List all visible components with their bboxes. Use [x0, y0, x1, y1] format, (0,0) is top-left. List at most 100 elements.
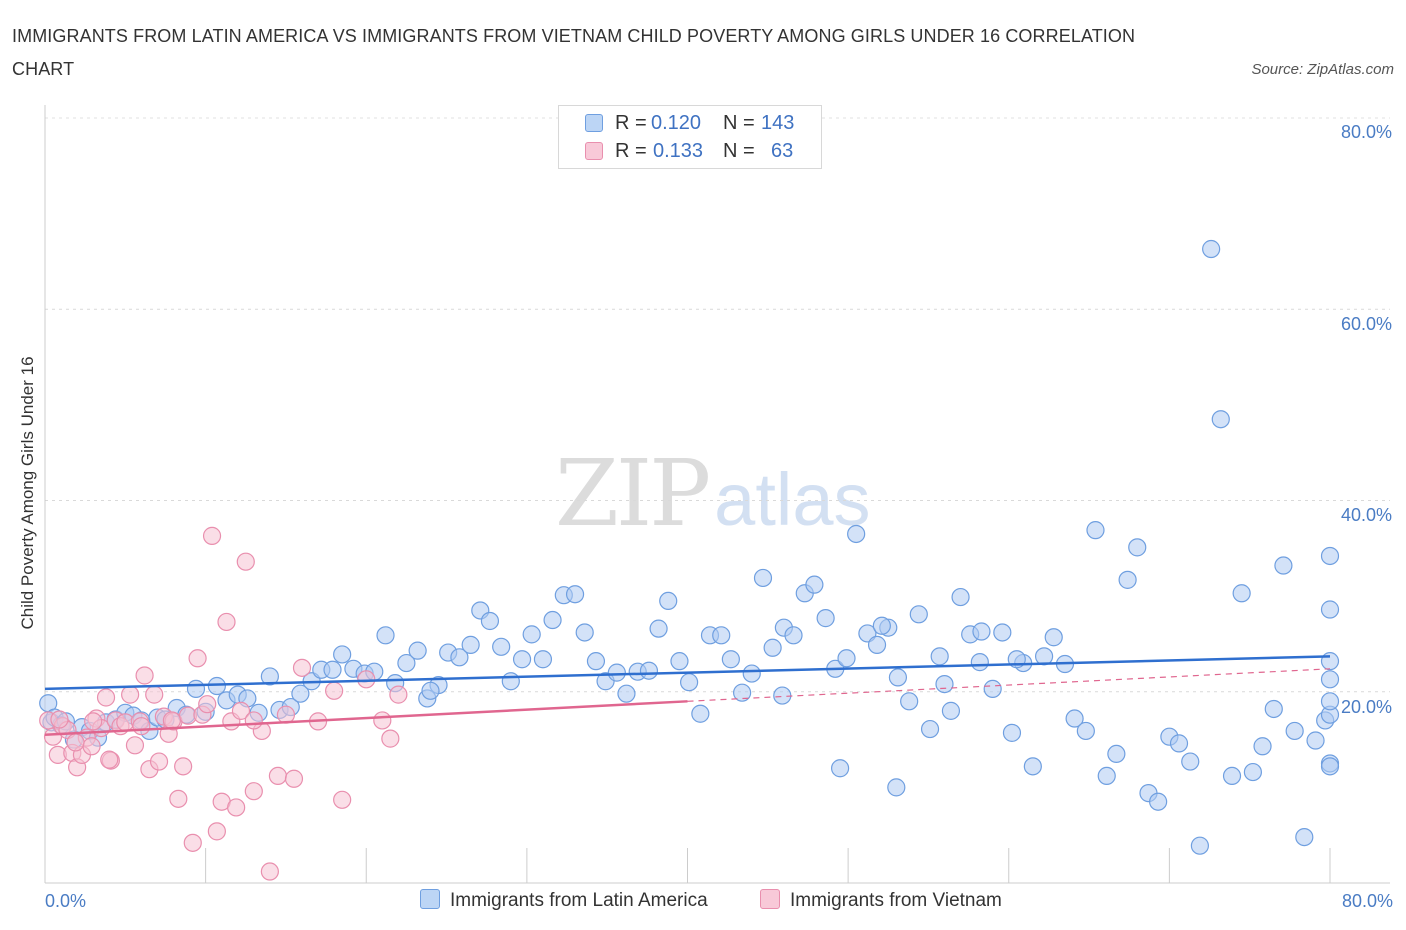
data-point [260, 862, 279, 881]
data-point [1320, 692, 1340, 711]
data-point [1076, 721, 1095, 741]
data-point [712, 626, 731, 645]
trend-line-latin-america [44, 655, 1331, 691]
trend-lines [44, 655, 1331, 737]
data-point [993, 623, 1012, 642]
data-point [733, 683, 752, 702]
data-point [830, 759, 850, 778]
data-point [381, 729, 400, 748]
data-point [1097, 766, 1116, 786]
data-point [84, 712, 103, 731]
data-point [670, 652, 689, 671]
data-point [659, 591, 678, 611]
data-point [82, 737, 101, 756]
data-point [773, 686, 792, 705]
data-point [260, 667, 279, 686]
data-point [1264, 699, 1283, 719]
data-point [333, 790, 352, 809]
data-point [887, 778, 906, 797]
y-tick-label: 60.0% [1340, 314, 1392, 334]
data-point [325, 681, 344, 700]
data-point [543, 610, 562, 630]
legend-item-latin-america: Immigrants from Latin America [420, 889, 708, 912]
data-point [169, 789, 188, 808]
data-point [1190, 836, 1209, 855]
data-point [1034, 647, 1054, 666]
source-label: Source: ZipAtlas.com [1251, 61, 1394, 78]
data-point [512, 650, 532, 669]
data-point [1128, 538, 1147, 557]
data-point [1306, 731, 1325, 750]
data-point [970, 653, 989, 672]
data-point [492, 637, 511, 656]
data-point [135, 666, 154, 685]
data-point [1232, 584, 1251, 603]
data-point [376, 626, 395, 645]
x-tick-label-max: 80.0% [1341, 891, 1393, 911]
data-point [188, 649, 207, 668]
data-point [721, 650, 740, 669]
data-point [920, 719, 940, 739]
data-point [132, 717, 151, 736]
data-point [121, 685, 140, 704]
y-tick-label: 40.0% [1340, 505, 1392, 525]
legend-r-label: R = [615, 140, 647, 162]
data-point [186, 679, 206, 698]
data-point [397, 653, 416, 673]
legend-n-label: N = [723, 112, 755, 134]
data-point [1211, 410, 1230, 429]
data-point [1243, 762, 1263, 782]
data-point [763, 638, 782, 657]
data-point [244, 711, 263, 730]
data-point [1320, 670, 1340, 689]
data-point [909, 605, 928, 624]
data-point [1320, 757, 1340, 776]
data-point [236, 552, 255, 571]
data-point [1320, 652, 1340, 671]
legend-r-value: 0.120 [651, 112, 702, 134]
data-point [125, 736, 145, 755]
data-point [373, 711, 392, 730]
y-tick-label: 20.0% [1340, 697, 1392, 717]
data-point [183, 833, 202, 852]
data-point [357, 670, 376, 689]
data-point [450, 648, 469, 667]
data-point [268, 766, 288, 786]
data-point [607, 663, 626, 682]
data-point [1086, 521, 1105, 540]
data-point [1023, 757, 1042, 776]
data-point [1285, 721, 1304, 741]
data-point [244, 782, 263, 801]
data-point [691, 704, 710, 723]
legend-swatch-pink [760, 889, 780, 909]
data-point [1065, 709, 1084, 728]
data-point [753, 568, 773, 588]
data-point [816, 609, 835, 628]
data-point [1118, 570, 1137, 589]
chart-title: IMMIGRANTS FROM LATIN AMERICA VS IMMIGRA… [12, 26, 1136, 79]
data-point [617, 684, 636, 703]
data-point [951, 587, 970, 607]
data-point [1202, 239, 1221, 259]
grid-lines [45, 117, 1390, 693]
data-point [930, 647, 949, 666]
y-tick-label: 80.0% [1340, 122, 1392, 142]
data-point [941, 701, 961, 720]
data-point [1253, 737, 1272, 756]
data-point [421, 681, 440, 700]
data-point [207, 822, 226, 841]
legend-r-value: 0.133 [653, 140, 704, 162]
legend-label: Immigrants from Vietnam [790, 890, 1002, 911]
data-point [872, 616, 891, 635]
data-point [461, 635, 480, 654]
data-point [284, 769, 304, 788]
data-point [202, 526, 222, 545]
data-point [1044, 628, 1063, 647]
data-point [680, 673, 699, 692]
data-point [1149, 792, 1168, 811]
data-point [227, 798, 246, 817]
data-point [50, 710, 69, 729]
data-point [867, 635, 887, 654]
data-point [649, 619, 668, 638]
